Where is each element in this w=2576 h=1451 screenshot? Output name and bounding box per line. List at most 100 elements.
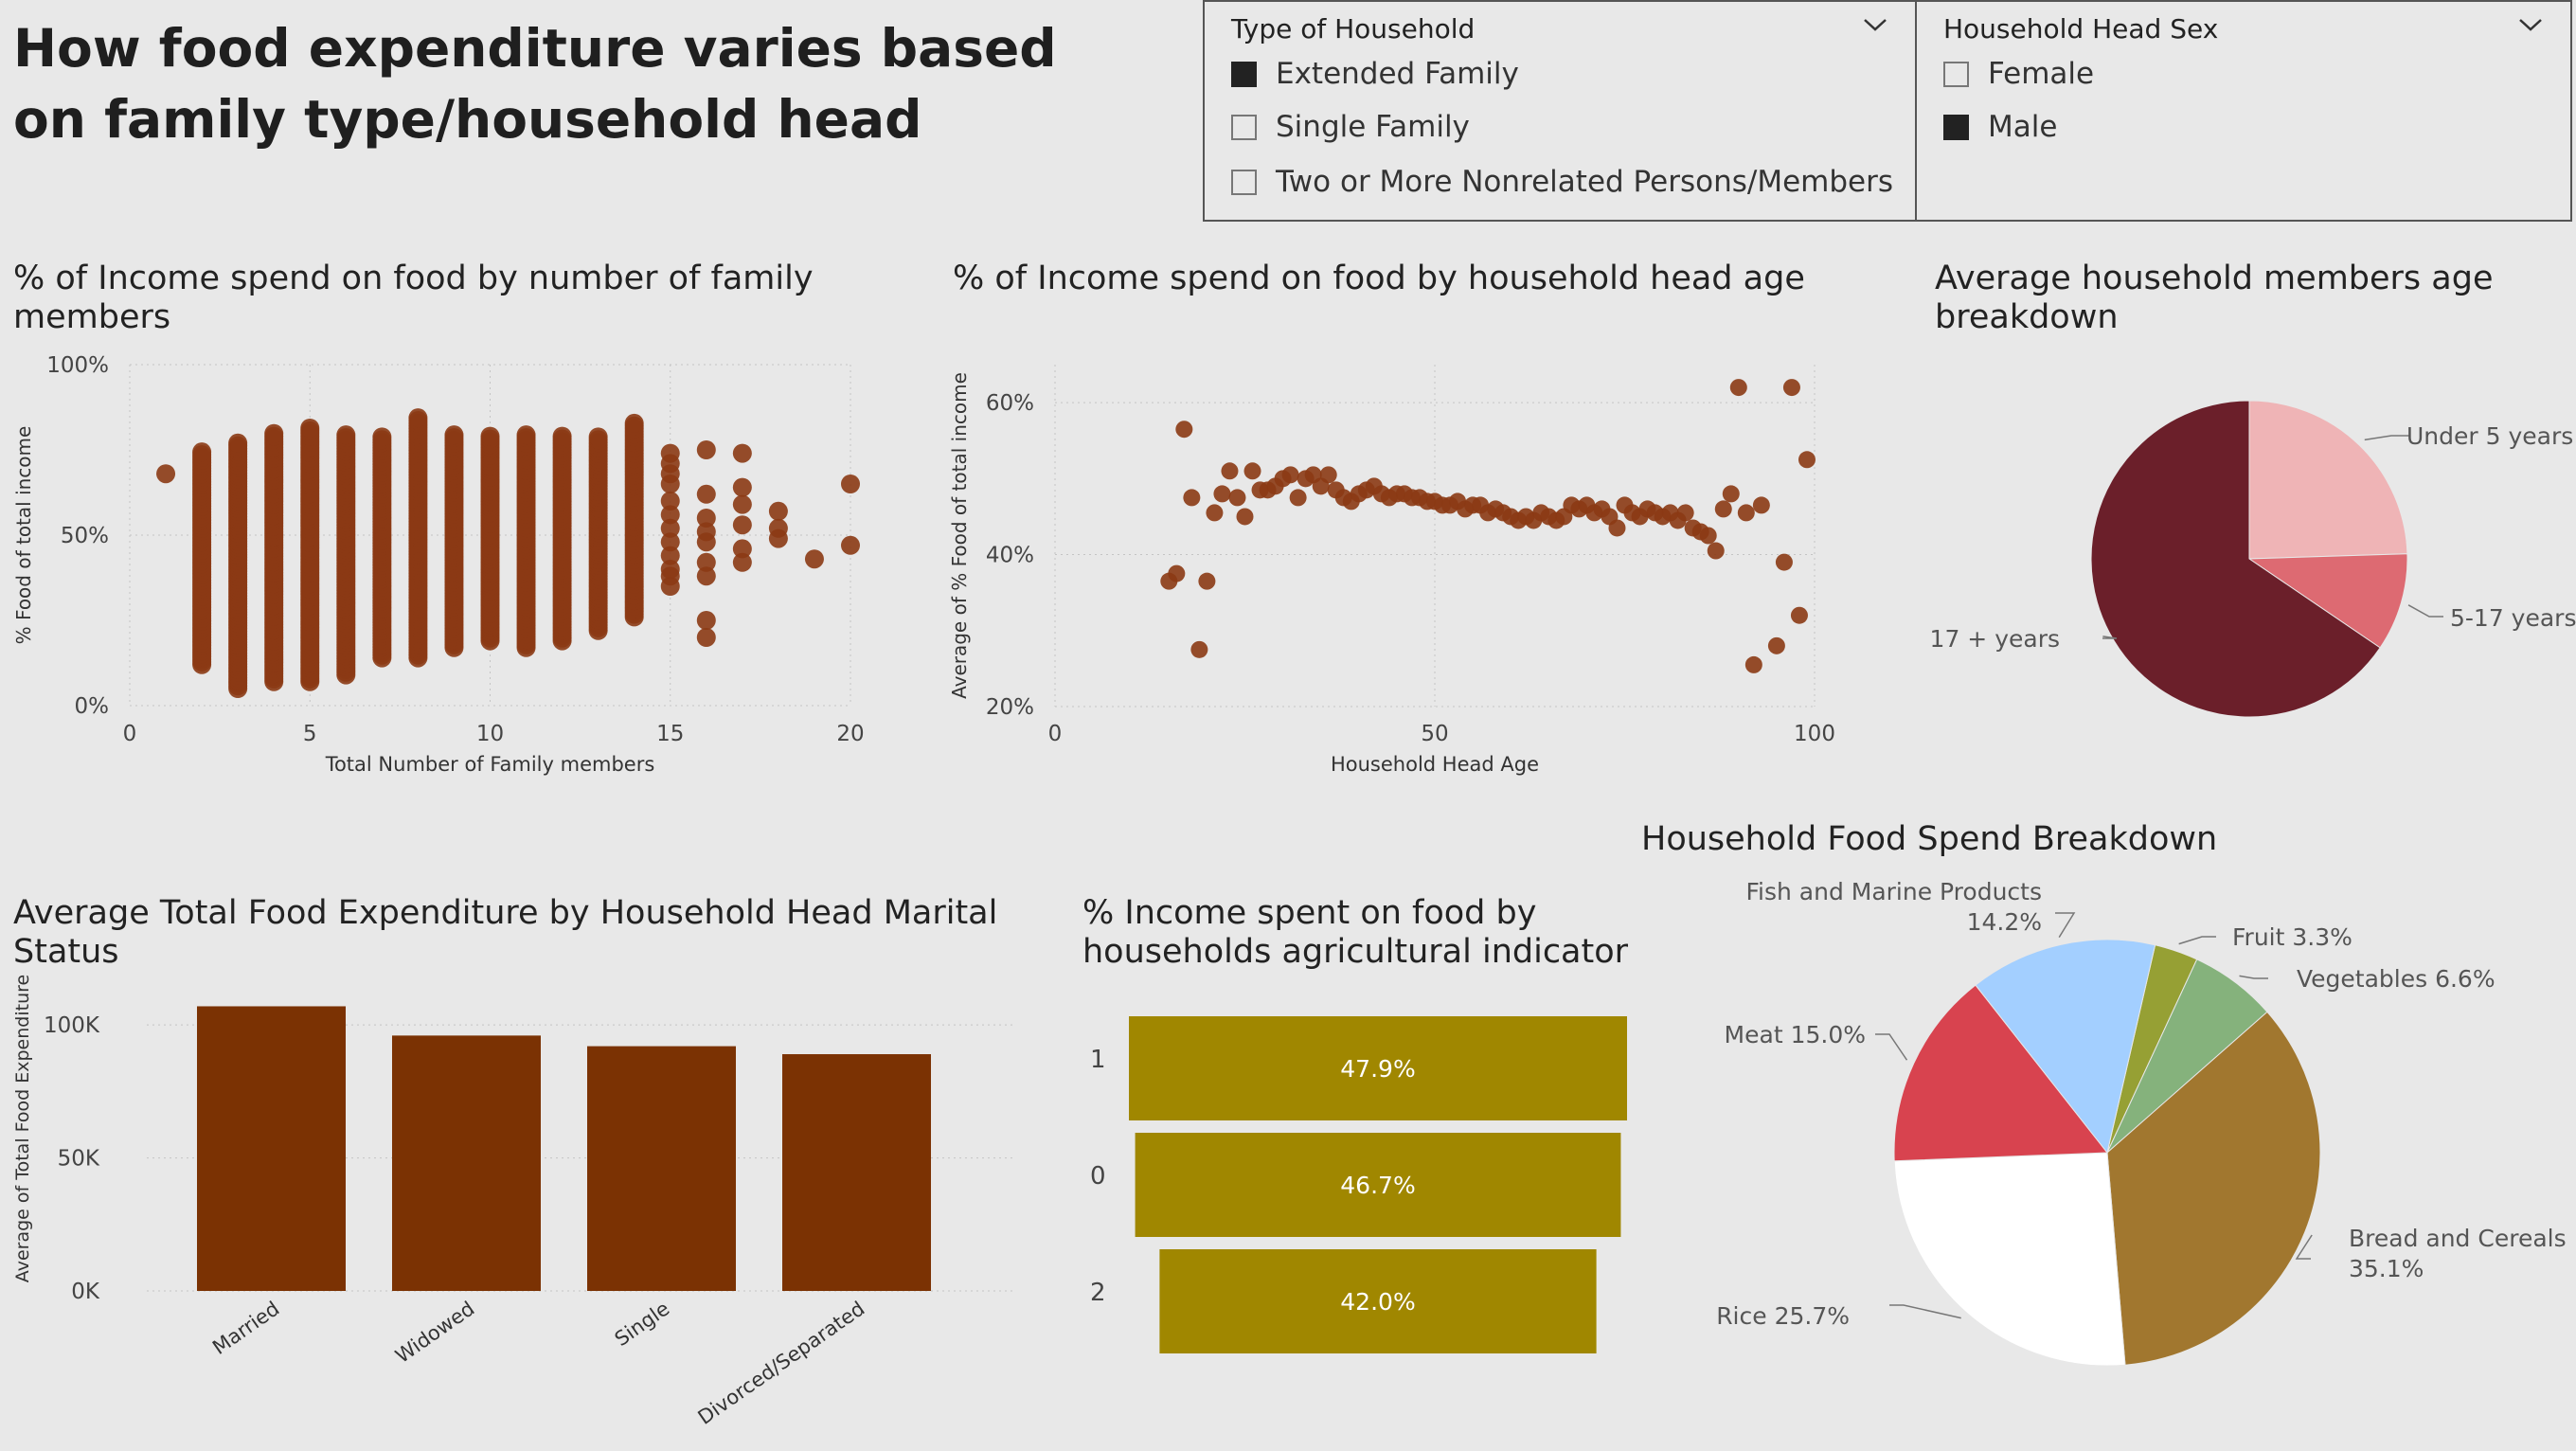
y-tick-label: 60%	[986, 391, 1034, 416]
checkbox[interactable]	[1231, 61, 1257, 87]
pie-slice	[1893, 984, 2108, 1162]
data-label: 47.9%	[1340, 1055, 1415, 1083]
visual-title-agri: % Income spent on food by households agr…	[1082, 894, 1629, 971]
slicer-item-female[interactable]: Female	[1943, 57, 2094, 91]
slicer-item-label: Female	[1988, 57, 2095, 91]
data-point	[660, 505, 680, 525]
data-point	[1676, 504, 1694, 522]
food-spend-pie-chart: Fruit 3.3% Vegetables 6.6% Bread and Cerea…	[1716, 878, 2567, 1367]
x-tick-label: Divorced/Separated	[694, 1297, 869, 1428]
data-point	[1198, 572, 1216, 590]
bar	[782, 1054, 931, 1291]
x-tick-label: 0	[1048, 722, 1063, 746]
data-point	[1319, 466, 1337, 484]
slice-label: Fruit 3.3%	[2232, 923, 2352, 951]
pie-slice	[2247, 553, 2408, 649]
data-point	[588, 427, 608, 447]
x-axis-label: Household Head Age	[1331, 753, 1539, 776]
data-point	[624, 413, 644, 433]
data-point	[1722, 485, 1740, 503]
visual-title-head-age: % of Income spend on food by household h…	[953, 260, 1805, 297]
x-tick-label: 0	[123, 722, 137, 746]
head-age-scatter-chart: 20% 40% 60% 0 50 100 Household Head Age Average…	[948, 365, 1835, 776]
y-tick-label: 100K	[44, 1013, 100, 1038]
data-point	[696, 509, 716, 528]
slicer-item-male[interactable]: Male	[1943, 110, 2057, 144]
y-tick-label: 20%	[986, 695, 1034, 720]
pie-slice	[2090, 400, 2381, 718]
checkbox[interactable]	[1943, 114, 1969, 140]
data-point	[660, 532, 680, 552]
data-point	[696, 566, 716, 586]
data-point	[660, 443, 680, 463]
checkbox[interactable]	[1943, 61, 1969, 87]
slicer-item-extended-family[interactable]: Extended Family	[1231, 57, 1519, 91]
x-axis-label: Total Number of Family members	[325, 753, 655, 776]
x-tick-label: Widowed	[391, 1297, 478, 1368]
y-category-label: 1	[1090, 1046, 1106, 1074]
data-point	[660, 560, 680, 579]
pie-slice	[2106, 1011, 2321, 1366]
data-point	[732, 539, 752, 559]
data-point	[696, 522, 716, 542]
slicer-header: Household Head Sex	[1943, 13, 2219, 45]
data-point	[1213, 485, 1231, 503]
slicer-item-nonrelated[interactable]: Two or More Nonrelated Persons/Members	[1231, 165, 1893, 199]
slicer-item-label: Two or More Nonrelated Persons/Members	[1276, 165, 1893, 199]
y-tick-label: 0%	[75, 694, 110, 719]
data-point	[1175, 421, 1193, 439]
x-tick-label: 15	[656, 722, 684, 746]
leader-line	[2178, 936, 2216, 945]
y-axis-label: Average of % Food of total income	[948, 372, 971, 699]
data-point	[696, 440, 716, 459]
chevron-down-icon[interactable]	[1862, 15, 1888, 34]
y-tick-label: 0K	[71, 1280, 100, 1304]
agri-funnel-chart: 47.9% 1 46.7% 0 42.0% 2	[1090, 1016, 1627, 1353]
data-point	[1243, 462, 1261, 480]
data-point	[768, 518, 788, 538]
bar	[197, 1006, 346, 1291]
data-point	[660, 492, 680, 511]
x-tick-label: Married	[208, 1297, 283, 1359]
data-point	[696, 628, 716, 647]
data-point	[1729, 379, 1747, 397]
checkbox[interactable]	[1231, 114, 1257, 140]
data-point	[1714, 500, 1732, 518]
data-point	[1206, 504, 1224, 522]
data-point	[516, 425, 536, 445]
data-point	[732, 552, 752, 572]
data-point	[1236, 508, 1254, 526]
pie-slice	[1893, 1152, 2126, 1367]
data-point	[1707, 542, 1725, 560]
data-point	[1752, 496, 1770, 514]
data-label: 46.7%	[1340, 1172, 1415, 1199]
bar	[587, 1046, 736, 1291]
data-point	[1190, 640, 1208, 658]
y-category-label: 2	[1090, 1279, 1106, 1307]
data-point	[768, 501, 788, 521]
checkbox[interactable]	[1231, 169, 1257, 195]
chevron-down-icon[interactable]	[2517, 15, 2544, 34]
funnel-bar	[1159, 1249, 1597, 1353]
leader-line	[2407, 604, 2443, 618]
visual-title-family-members: % of Income spend on food by number of f…	[13, 260, 814, 336]
data-point	[300, 418, 320, 438]
slicer-item-single-family[interactable]: Single Family	[1231, 110, 1470, 144]
data-point	[1228, 489, 1246, 507]
x-tick-label: 100	[1794, 722, 1835, 746]
leader-line	[2055, 912, 2076, 938]
y-axis-label: Average of Total Food Expenditure	[12, 975, 33, 1282]
data-point	[372, 427, 392, 447]
data-point	[1289, 489, 1307, 507]
y-axis-label: % Food of total income	[12, 426, 35, 645]
data-point	[696, 611, 716, 630]
y-tick-label: 40%	[986, 544, 1034, 568]
data-point	[804, 549, 824, 569]
slice-label: Meat 15.0%	[1725, 1021, 1866, 1048]
slice-label: Rice 25.7%	[1716, 1302, 1850, 1330]
data-point	[732, 494, 752, 514]
data-point	[696, 484, 716, 504]
page-title: How food expenditure varies based on fam…	[13, 18, 1057, 150]
visual-title-marital: Average Total Food Expenditure by Househ…	[13, 894, 998, 971]
pie-slice	[1975, 939, 2156, 1155]
